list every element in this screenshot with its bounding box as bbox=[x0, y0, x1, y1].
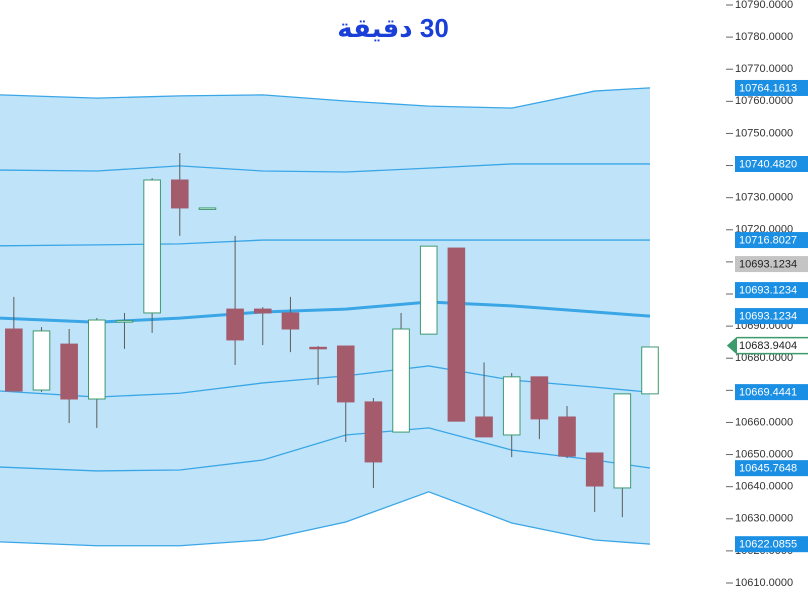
candle-body-down bbox=[558, 416, 576, 457]
price-tag bbox=[735, 282, 808, 299]
candle-body-up bbox=[198, 207, 217, 210]
price-tag bbox=[735, 232, 808, 249]
candle-body-up bbox=[392, 328, 410, 433]
y-tick-label: 10640.0000 bbox=[735, 481, 793, 493]
candle-body-up bbox=[143, 179, 161, 314]
price-tag-label: 10764.1613 bbox=[739, 82, 797, 94]
price-tag bbox=[735, 460, 808, 477]
price-tag-label: 10693.1234 bbox=[739, 258, 797, 270]
candle-body-down bbox=[475, 416, 493, 438]
candle-body-up bbox=[419, 245, 438, 335]
band-line bbox=[0, 239, 650, 247]
price-tag-label: 10716.8027 bbox=[739, 234, 797, 246]
price-tag-label: 10645.7648 bbox=[739, 463, 797, 475]
y-tick-label: 10750.0000 bbox=[735, 127, 793, 139]
candle-body-down bbox=[336, 345, 355, 403]
y-tick-label: 10760.0000 bbox=[735, 95, 793, 107]
price-tag bbox=[735, 308, 808, 325]
band-line bbox=[0, 491, 651, 547]
price-tag bbox=[735, 256, 808, 273]
candle-body-down bbox=[309, 346, 327, 350]
y-tick-label: 10780.0000 bbox=[735, 31, 793, 43]
candle-body-down bbox=[530, 376, 549, 420]
band-line bbox=[0, 163, 650, 173]
y-tick-label: 10680.0000 bbox=[735, 352, 793, 364]
price-tag bbox=[735, 384, 808, 401]
candle-body-down bbox=[60, 343, 78, 400]
band-fill bbox=[0, 87, 650, 546]
candle-body-up bbox=[502, 376, 521, 436]
y-tick-label: 10790.0000 bbox=[735, 0, 793, 11]
y-tick-label: 10630.0000 bbox=[735, 513, 793, 525]
price-tag-label: 10669.4441 bbox=[739, 387, 797, 399]
candle-body-down bbox=[281, 312, 300, 330]
price-tag bbox=[735, 156, 808, 173]
candle-body-up bbox=[613, 393, 632, 489]
price-tag-label: 10622.0855 bbox=[739, 539, 797, 551]
price-tag-arrow bbox=[728, 337, 737, 354]
candle-body-up bbox=[88, 319, 106, 400]
y-tick-label: 10730.0000 bbox=[735, 192, 793, 204]
price-axis: 10790.0000 10780.0000 10770.0000 10760.0000… bbox=[726, 0, 808, 589]
candle-body-up bbox=[32, 330, 51, 391]
candle-body-down bbox=[364, 401, 383, 463]
candle-body-up bbox=[115, 320, 134, 323]
chart-title: 30 دقيقة bbox=[337, 13, 449, 43]
candle-body-down bbox=[253, 308, 272, 314]
band-line bbox=[0, 87, 651, 109]
price-tag-label: 10683.9404 bbox=[739, 340, 797, 352]
y-tick-label: 10610.0000 bbox=[735, 577, 793, 589]
y-tick-label: 10770.0000 bbox=[735, 63, 793, 75]
candle-body-down bbox=[585, 452, 604, 487]
candle-body-down bbox=[170, 179, 189, 209]
price-tag-label: 10740.4820 bbox=[739, 158, 797, 170]
y-tick-label: 10660.0000 bbox=[735, 416, 793, 428]
price-tag-label: 10693.1234 bbox=[739, 284, 797, 296]
price-tag-label: 10693.1234 bbox=[739, 310, 797, 322]
candle-body-down bbox=[5, 328, 23, 392]
plot-area bbox=[0, 87, 659, 547]
price-tag bbox=[735, 536, 808, 553]
candle-body-up bbox=[641, 346, 659, 395]
price-tag bbox=[735, 79, 808, 96]
candle-body-down bbox=[447, 247, 466, 422]
candle-body-down bbox=[226, 308, 244, 341]
y-tick-label: 10650.0000 bbox=[735, 448, 793, 460]
